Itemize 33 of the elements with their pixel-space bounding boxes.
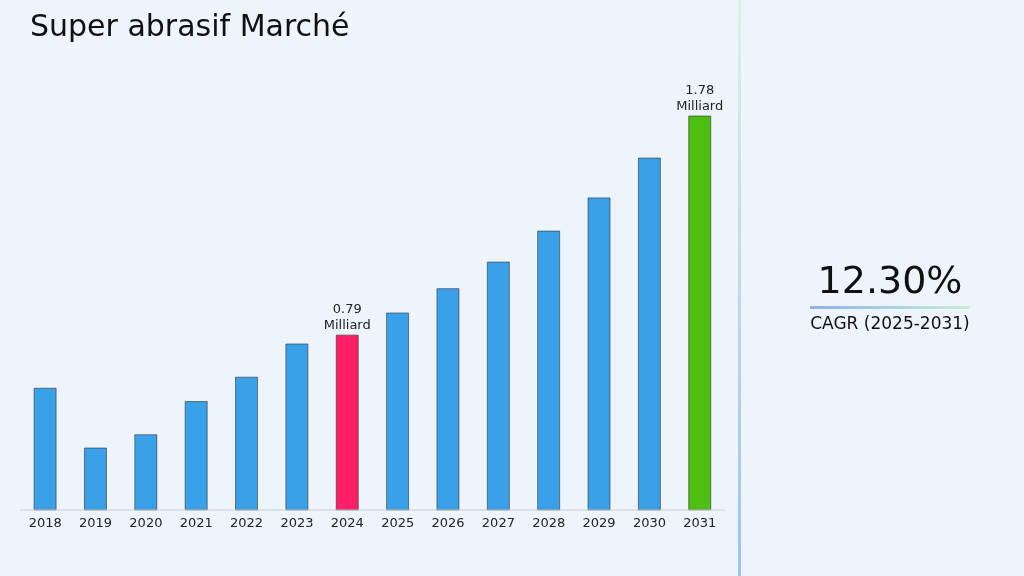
bar: [436, 288, 460, 511]
text: CAGR (2025-2031): [809, 313, 971, 333]
bar: [285, 343, 309, 511]
x-tick-label: 2019: [78, 515, 113, 531]
bar: [487, 261, 510, 511]
bar: [386, 312, 409, 511]
x-tick-label: 2020: [129, 515, 163, 531]
x-tick-label: 2029: [582, 515, 616, 531]
bar: [688, 115, 712, 511]
data-label: 1.78 Milliard: [676, 82, 724, 113]
x-tick-label: 2022: [230, 515, 264, 531]
x-tick-label: 2030: [632, 515, 667, 531]
x-tick-label: 2027: [481, 515, 515, 531]
x-tick-label: 2026: [431, 515, 465, 531]
chart-title: Super abrasif Marché: [30, 8, 350, 43]
x-tick-label: 2023: [280, 515, 314, 531]
bar: [335, 334, 359, 511]
x-tick-label: 2031: [683, 515, 717, 531]
x-tick-label: 2028: [532, 515, 566, 531]
bar: [587, 197, 611, 511]
bar: [235, 376, 258, 511]
x-tick-label: 2021: [179, 515, 213, 531]
data-label: 0.79 Milliard: [323, 301, 371, 333]
text: 12.30%: [816, 258, 964, 302]
bar: [537, 230, 560, 511]
bar: [638, 157, 661, 511]
bar: [33, 387, 57, 511]
x-tick-label: 2024: [330, 515, 364, 531]
bar: [134, 434, 158, 511]
bar: [184, 401, 208, 511]
bar: [84, 447, 107, 511]
x-tick-label: 2018: [28, 515, 62, 531]
x-tick-label: 2025: [381, 515, 415, 531]
